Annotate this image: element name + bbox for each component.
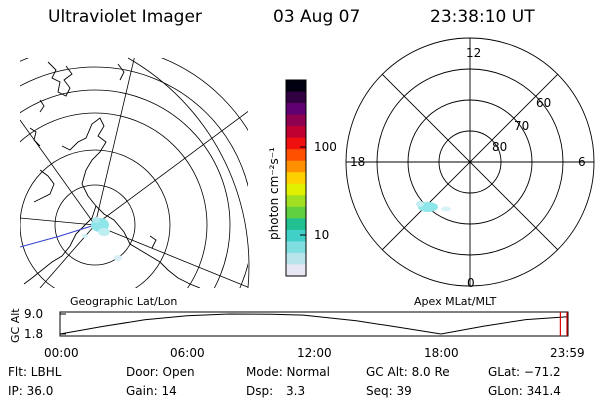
dsp-value: 3.3: [286, 384, 306, 398]
aurora-emission-geo: [82, 217, 122, 261]
polar-grid: [345, 37, 595, 287]
altitude-xtick-0: 00:00: [44, 346, 79, 360]
door-info: Door: Open: [126, 365, 195, 379]
altitude-curve: [59, 313, 568, 335]
mlat-label-70: 70: [514, 119, 530, 133]
colorbar-segment: [286, 91, 306, 104]
altitude-xtick-3: 18:00: [424, 346, 459, 360]
coastlines: [23, 61, 201, 288]
filter-info: Flt: LBHL: [8, 365, 62, 379]
mlt-label-0: 0: [467, 276, 475, 290]
mlat-label-80: 80: [492, 140, 508, 154]
time-label: 23:38:10 UT: [430, 7, 535, 27]
date-label: 03 Aug 07: [273, 7, 361, 27]
altitude-plot: [59, 311, 569, 337]
colorbar-segment: [286, 149, 306, 162]
altitude-ytick-min: 1.8: [24, 327, 44, 341]
mlat-label-60: 60: [536, 96, 552, 110]
view-boundary: [127, 57, 250, 289]
mode-info: Mode: Normal: [246, 365, 330, 379]
glat-info: GLat: −71.2: [488, 365, 561, 379]
colorbar-segment: [286, 126, 306, 139]
mlt-label-18: 18: [350, 155, 366, 169]
colorbar-segment: [286, 80, 306, 93]
colorbar-segment: [286, 195, 306, 208]
satellite-track: [20, 223, 99, 248]
colorbar-segment: [286, 114, 306, 127]
colorbar-segment: [286, 241, 306, 254]
gcalt-info: GC Alt: 8.0 Re: [366, 365, 450, 379]
ip-info: IP: 36.0: [8, 384, 54, 398]
glon-info: GLon: 341.4: [488, 384, 561, 398]
gain-info: Gain: 14: [126, 384, 177, 398]
colorbar-segment: [286, 229, 306, 243]
mlt-label-6: 6: [578, 155, 586, 169]
altitude-xtick-2: 12:00: [297, 346, 332, 360]
dsp-label: Dsp:: [246, 384, 274, 398]
geographic-map: [20, 58, 248, 288]
colorbar-tick-100: 100: [314, 140, 337, 154]
polar-panel-label: Apex MLat/MLT: [414, 295, 497, 308]
aurora-emission-polar: [416, 201, 451, 212]
colorbar-segment: [286, 264, 306, 277]
colorbar: [285, 79, 307, 277]
altitude-xtick-4: 23:59: [550, 346, 585, 360]
colorbar-segment: [286, 103, 306, 116]
seq-info: Seq: 39: [366, 384, 412, 398]
geographic-panel-label: Geographic Lat/Lon: [70, 295, 178, 308]
colorbar-segment: [286, 206, 306, 219]
latitude-grid: [20, 58, 248, 288]
altitude-ytick-max: 9.0: [24, 307, 44, 321]
altitude-ylabel: GC Alt: [9, 308, 22, 343]
colorbar-segment: [286, 183, 306, 196]
colorbar-segment: [286, 172, 306, 185]
colorbar-segment: [286, 218, 306, 231]
instrument-title: Ultraviolet Imager: [48, 7, 202, 27]
colorbar-tick-10: 10: [314, 228, 330, 242]
mlt-label-12: 12: [466, 46, 482, 60]
altitude-xtick-1: 06:00: [170, 346, 205, 360]
colorbar-segment: [286, 160, 306, 173]
longitude-grid: [20, 58, 248, 288]
colorbar-segment: [286, 252, 306, 266]
colorbar-unit-label: photon cm⁻²s⁻¹: [267, 147, 281, 240]
colorbar-segment: [286, 137, 306, 150]
